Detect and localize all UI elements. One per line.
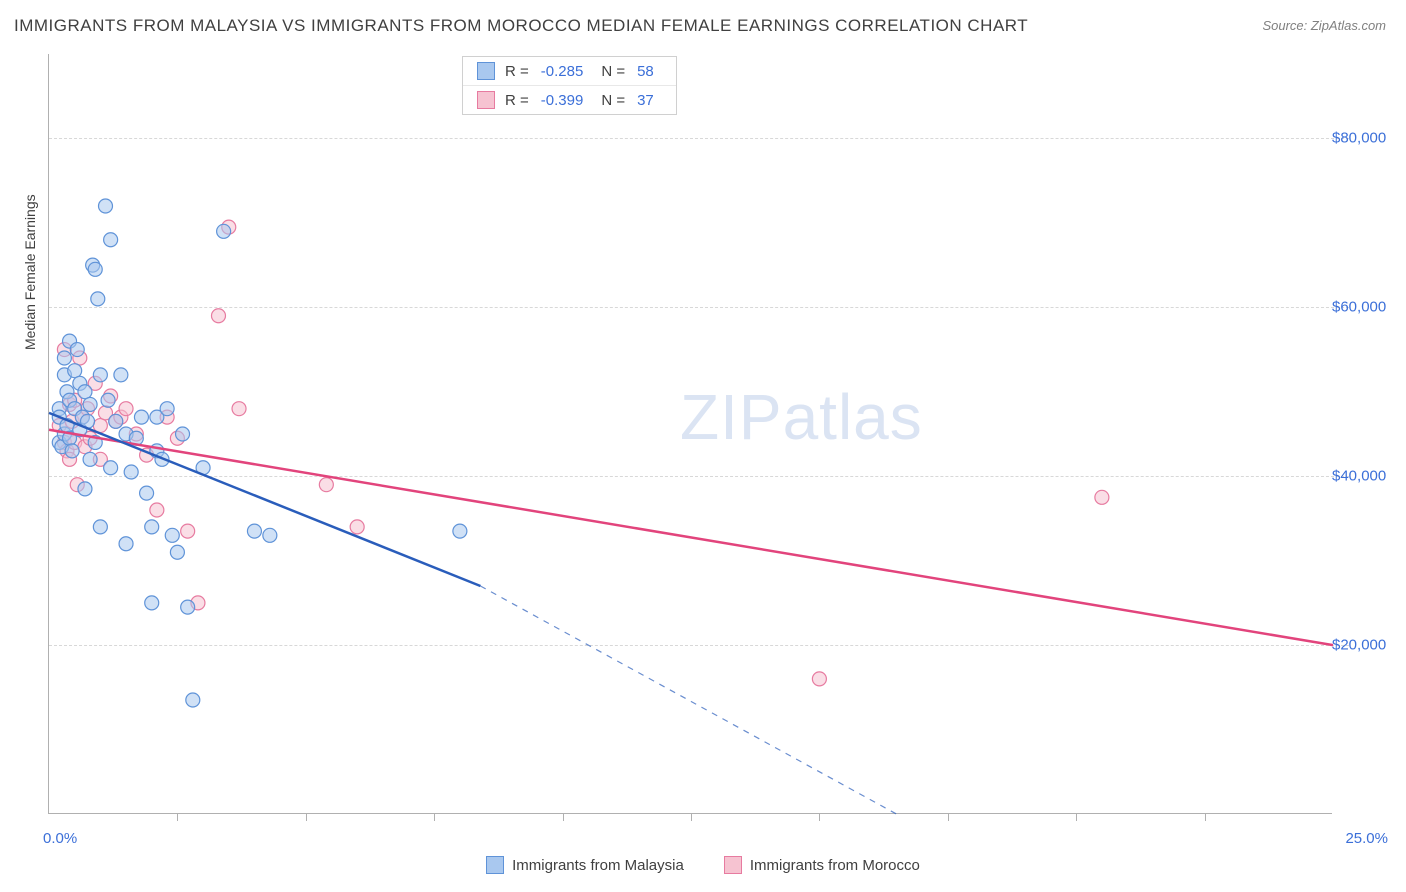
n-label: N = [601,63,625,80]
legend-item-morocco: Immigrants from Morocco [724,856,920,874]
r-value: -0.285 [541,63,584,80]
data-point [453,524,467,538]
bottom-legend: Immigrants from Malaysia Immigrants from… [0,856,1406,874]
y-tick-label: $40,000 [1332,468,1404,485]
data-point [88,262,102,276]
source-label: Source: ZipAtlas.com [1262,18,1386,33]
r-value: -0.399 [541,92,584,109]
data-point [91,292,105,306]
data-point [186,693,200,707]
data-point [170,545,184,559]
data-point [140,486,154,500]
data-point [350,520,364,534]
data-point [101,393,115,407]
stats-row-morocco: R = -0.399 N = 37 [463,85,676,114]
legend-item-malaysia: Immigrants from Malaysia [486,856,684,874]
plot-svg [49,54,1332,813]
data-point [247,524,261,538]
swatch-morocco [724,856,742,874]
y-tick-label: $80,000 [1332,130,1404,147]
x-tick [819,813,820,821]
data-point [319,478,333,492]
trend-line [49,413,480,586]
x-label-min: 0.0% [43,830,77,847]
data-point [145,520,159,534]
data-point [165,528,179,542]
swatch-morocco [477,91,495,109]
swatch-malaysia [477,62,495,80]
x-label-max: 25.0% [1345,830,1388,847]
data-point [104,233,118,247]
data-point [181,524,195,538]
chart-title: IMMIGRANTS FROM MALAYSIA VS IMMIGRANTS F… [14,16,1028,36]
data-point [68,364,82,378]
x-tick [948,813,949,821]
data-point [211,309,225,323]
data-point [134,410,148,424]
trend-line-extrapolated [480,586,896,814]
x-tick [177,813,178,821]
data-point [65,444,79,458]
data-point [104,461,118,475]
x-tick [563,813,564,821]
r-label: R = [505,63,529,80]
trend-line [49,430,1333,645]
data-point [78,482,92,496]
data-point [93,520,107,534]
data-point [78,385,92,399]
n-value: 58 [637,63,654,80]
y-tick-label: $60,000 [1332,299,1404,316]
swatch-malaysia [486,856,504,874]
data-point [114,368,128,382]
n-label: N = [601,92,625,109]
data-point [1095,490,1109,504]
x-tick [691,813,692,821]
data-point [263,528,277,542]
data-point [83,397,97,411]
stats-legend: R = -0.285 N = 58 R = -0.399 N = 37 [462,56,677,115]
x-tick [306,813,307,821]
x-tick [434,813,435,821]
n-value: 37 [637,92,654,109]
data-point [181,600,195,614]
x-tick [1076,813,1077,821]
data-point [217,224,231,238]
legend-label: Immigrants from Morocco [750,857,920,874]
x-tick [1205,813,1206,821]
data-point [145,596,159,610]
legend-label: Immigrants from Malaysia [512,857,684,874]
data-point [160,402,174,416]
data-point [232,402,246,416]
r-label: R = [505,92,529,109]
data-point [83,452,97,466]
data-point [124,465,138,479]
y-tick-label: $20,000 [1332,637,1404,654]
data-point [119,402,133,416]
data-point [57,351,71,365]
data-point [119,537,133,551]
data-point [176,427,190,441]
data-point [812,672,826,686]
chart-area: 0.0% 25.0% $20,000$40,000$60,000$80,000 [48,54,1332,814]
data-point [93,368,107,382]
stats-row-malaysia: R = -0.285 N = 58 [463,57,676,85]
data-point [98,199,112,213]
data-point [109,414,123,428]
data-point [150,503,164,517]
data-point [70,343,84,357]
y-axis-title: Median Female Earnings [22,194,38,350]
